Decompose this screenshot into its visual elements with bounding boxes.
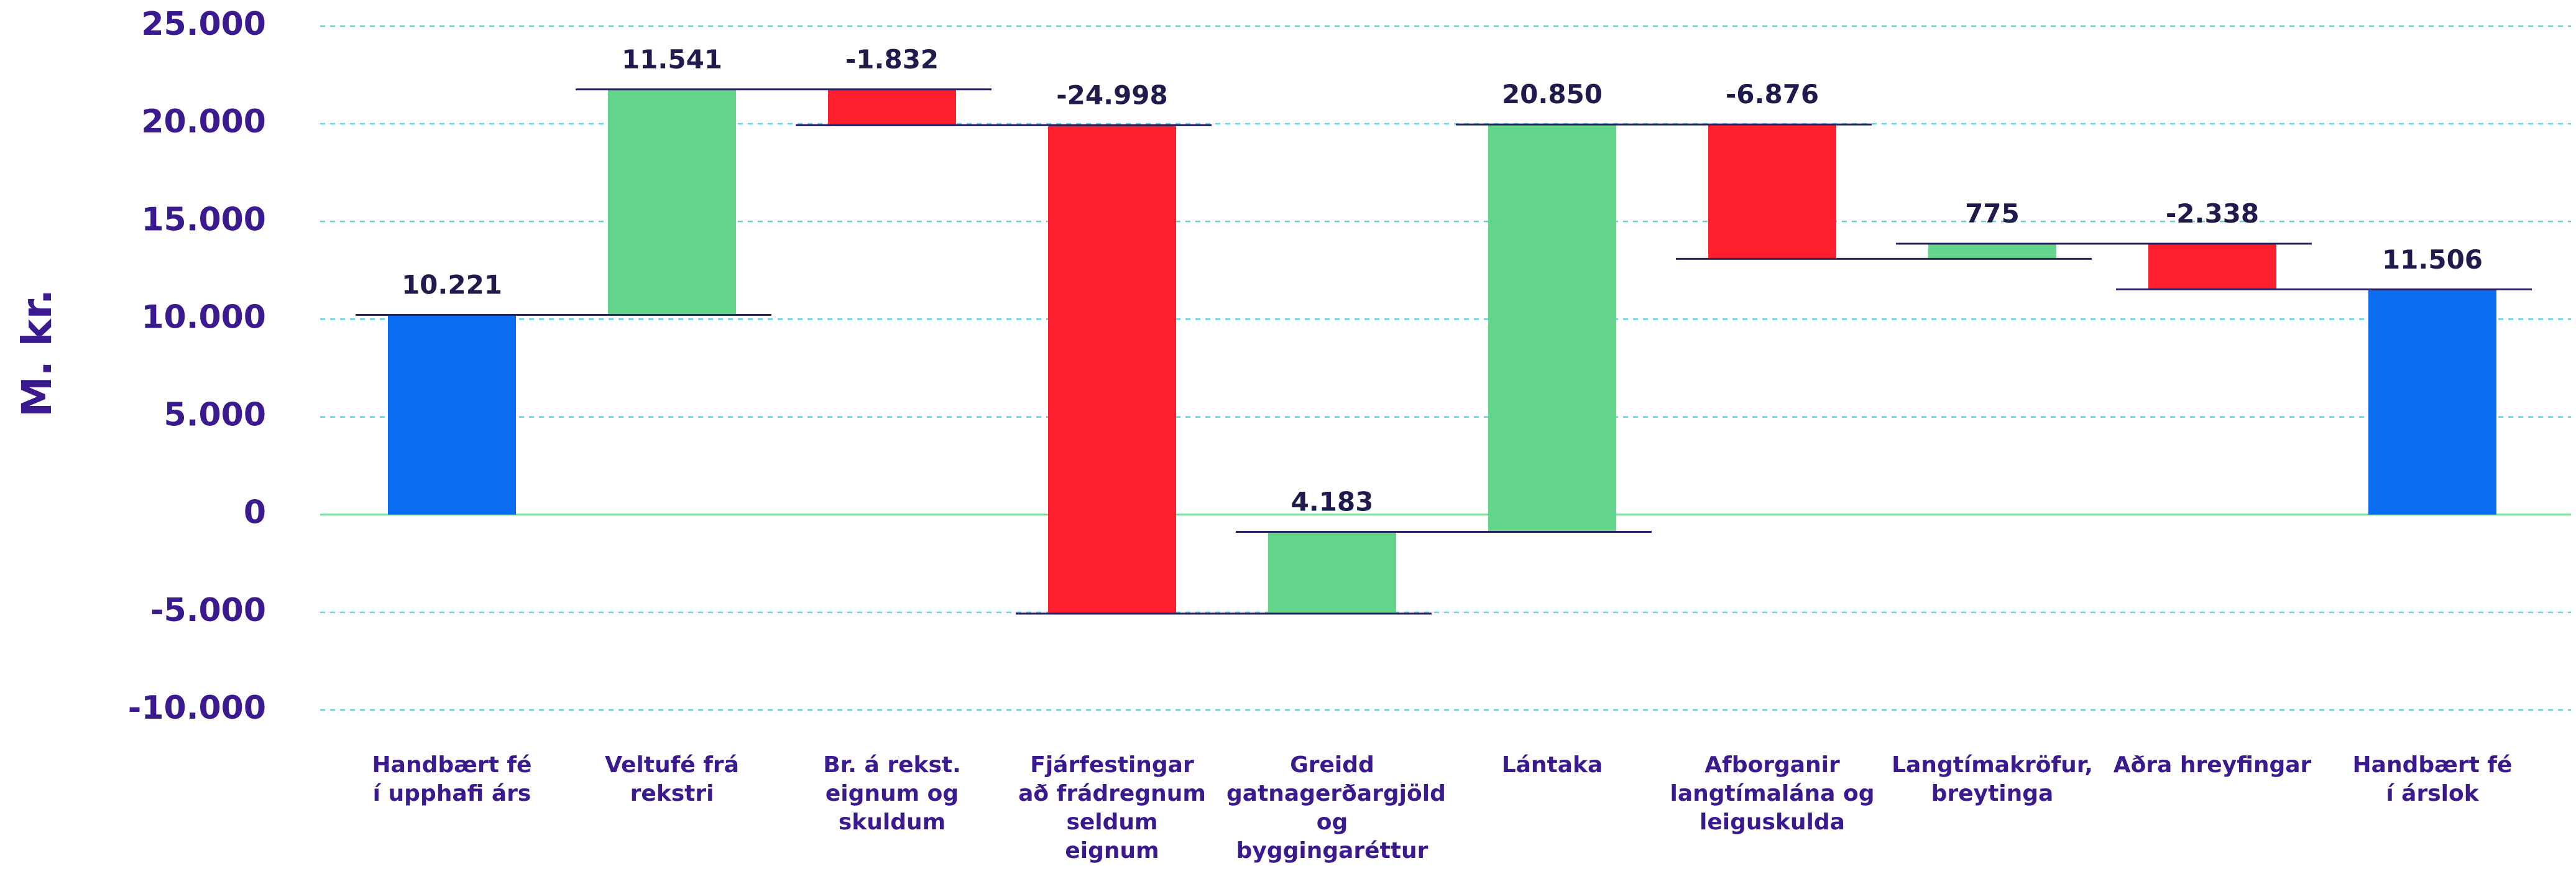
- y-tick-label: 0: [244, 494, 266, 532]
- value-label: 11.506: [2382, 244, 2483, 275]
- bar: [1488, 124, 1616, 532]
- bar: [828, 89, 956, 126]
- x-tick-label: Fjárfestingar að frádregnum seldum eignu…: [1018, 752, 1206, 864]
- y-tick-label: -5.000: [150, 592, 266, 629]
- x-tick-label: Greidd gatnagerðargjöld og byggingaréttu…: [1226, 752, 1446, 864]
- x-tick-label: Br. á rekst. eignum og skuldum: [823, 752, 961, 835]
- bar: [1708, 124, 1836, 259]
- x-tick-label: Handbært fé í upphafi árs: [372, 752, 532, 806]
- value-label: 4.183: [1291, 487, 1374, 517]
- value-label: -2.338: [2166, 198, 2259, 229]
- y-tick-label: 15.000: [141, 201, 266, 238]
- value-label: 20.850: [1502, 79, 1603, 109]
- x-tick-label: Aðra hreyfingar: [2113, 752, 2312, 778]
- bar: [1928, 243, 2056, 259]
- x-tick-label: Handbært fé í árslok: [2352, 752, 2513, 806]
- bar: [1268, 532, 1396, 614]
- value-label: -6.876: [1726, 79, 1819, 109]
- bar: [608, 89, 736, 315]
- x-tick-label: Lántaka: [1501, 752, 1603, 778]
- bar: [2368, 290, 2496, 515]
- x-tick-label: Afborganir langtímalána og leiguskulda: [1670, 752, 1875, 835]
- bar: [388, 315, 516, 515]
- x-tick-label: Langtímakröfur, breytinga: [1892, 752, 2093, 806]
- y-tick-label: 10.000: [141, 298, 266, 336]
- y-tick-label: 25.000: [141, 6, 266, 43]
- y-tick-label: 5.000: [164, 397, 266, 434]
- value-label: -1.832: [845, 44, 939, 75]
- x-tick-label: Veltufé frá rekstri: [605, 752, 739, 806]
- value-label: 10.221: [402, 269, 502, 300]
- value-label: 11.541: [622, 44, 722, 75]
- value-label: 775: [1965, 198, 2020, 229]
- bar: [2148, 243, 2276, 290]
- y-tick-label: -10.000: [128, 689, 266, 727]
- y-tick-label: 20.000: [141, 103, 266, 141]
- bar: [1048, 125, 1176, 614]
- value-label: -24.998: [1056, 80, 1168, 110]
- y-axis-title: M. kr.: [13, 289, 61, 417]
